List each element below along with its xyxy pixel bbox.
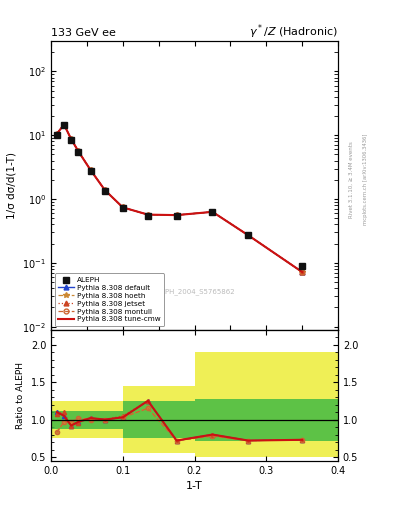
Pythia 8.308 default [210, 209, 215, 215]
Pythia 8.308 jetset [62, 121, 66, 127]
Pythia 8.308 default [145, 211, 150, 218]
Pythia 8.308 tune-cmw [62, 121, 66, 127]
Pythia 8.308 default [246, 232, 251, 239]
Pythia 8.308 jetset [69, 136, 73, 142]
Pythia 8.308 jetset [246, 232, 251, 239]
Pythia 8.308 hoeth [300, 269, 305, 275]
ALEPH [55, 132, 59, 138]
Pythia 8.308 default [88, 167, 93, 173]
Pythia 8.308 montull [300, 269, 305, 275]
ALEPH [88, 167, 93, 174]
Line: Pythia 8.308 default: Pythia 8.308 default [54, 122, 305, 274]
Pythia 8.308 default [76, 148, 81, 155]
Line: ALEPH: ALEPH [54, 122, 305, 269]
ALEPH [174, 212, 179, 219]
Pythia 8.308 hoeth [103, 187, 107, 193]
ALEPH [120, 205, 125, 211]
Pythia 8.308 jetset [174, 212, 179, 218]
Pythia 8.308 montull [55, 131, 59, 137]
Pythia 8.308 tune-cmw [120, 204, 125, 210]
Pythia 8.308 montull [88, 167, 93, 173]
Text: mcplots.cern.ch [arXiv:1306.3436]: mcplots.cern.ch [arXiv:1306.3436] [363, 134, 368, 225]
Pythia 8.308 default [62, 121, 66, 127]
ALEPH [300, 263, 305, 269]
Line: Pythia 8.308 montull: Pythia 8.308 montull [54, 122, 305, 274]
ALEPH [103, 188, 107, 194]
ALEPH [69, 137, 73, 143]
Text: Rivet 3.1.10, ≥ 3.4M events: Rivet 3.1.10, ≥ 3.4M events [349, 141, 354, 218]
Line: Pythia 8.308 hoeth: Pythia 8.308 hoeth [54, 122, 305, 275]
Line: Pythia 8.308 jetset: Pythia 8.308 jetset [54, 122, 305, 274]
Pythia 8.308 hoeth [120, 204, 125, 210]
Pythia 8.308 default [174, 212, 179, 218]
ALEPH [145, 212, 150, 219]
Pythia 8.308 montull [69, 136, 73, 142]
Pythia 8.308 tune-cmw [145, 211, 150, 218]
Pythia 8.308 default [103, 187, 107, 193]
Pythia 8.308 hoeth [69, 136, 73, 142]
Y-axis label: Ratio to ALEPH: Ratio to ALEPH [16, 361, 25, 429]
Pythia 8.308 hoeth [210, 209, 215, 215]
X-axis label: 1-T: 1-T [186, 481, 203, 491]
Pythia 8.308 tune-cmw [300, 269, 305, 275]
Pythia 8.308 jetset [55, 131, 59, 137]
Pythia 8.308 tune-cmw [76, 148, 81, 155]
Pythia 8.308 jetset [210, 209, 215, 215]
Pythia 8.308 default [300, 269, 305, 275]
Pythia 8.308 hoeth [76, 148, 81, 155]
Text: $\gamma^*/Z$ (Hadronic): $\gamma^*/Z$ (Hadronic) [249, 23, 338, 41]
Pythia 8.308 hoeth [174, 212, 179, 218]
Pythia 8.308 tune-cmw [210, 209, 215, 215]
Pythia 8.308 montull [62, 121, 66, 127]
Pythia 8.308 default [120, 204, 125, 210]
ALEPH [62, 122, 66, 128]
Pythia 8.308 tune-cmw [69, 136, 73, 142]
Pythia 8.308 montull [76, 148, 81, 155]
Pythia 8.308 tune-cmw [55, 131, 59, 137]
ALEPH [210, 209, 215, 216]
Pythia 8.308 jetset [120, 204, 125, 210]
Pythia 8.308 tune-cmw [88, 167, 93, 173]
Pythia 8.308 montull [145, 211, 150, 218]
Pythia 8.308 jetset [103, 187, 107, 193]
Text: 133 GeV ee: 133 GeV ee [51, 28, 116, 37]
ALEPH [246, 232, 251, 239]
Pythia 8.308 montull [120, 204, 125, 210]
Y-axis label: 1/σ dσ/d(1-T): 1/σ dσ/d(1-T) [7, 152, 17, 219]
Pythia 8.308 hoeth [55, 131, 59, 137]
Line: Pythia 8.308 tune-cmw: Pythia 8.308 tune-cmw [57, 124, 302, 272]
Pythia 8.308 default [69, 136, 73, 142]
Text: ALEPH_2004_S5765862: ALEPH_2004_S5765862 [153, 289, 236, 295]
Pythia 8.308 hoeth [62, 121, 66, 127]
Pythia 8.308 hoeth [88, 167, 93, 173]
Pythia 8.308 hoeth [145, 211, 150, 218]
Pythia 8.308 tune-cmw [174, 212, 179, 218]
ALEPH [76, 148, 81, 155]
Pythia 8.308 montull [210, 209, 215, 215]
Pythia 8.308 jetset [145, 211, 150, 218]
Pythia 8.308 montull [174, 212, 179, 218]
Pythia 8.308 tune-cmw [246, 232, 251, 239]
Pythia 8.308 jetset [300, 269, 305, 275]
Pythia 8.308 tune-cmw [103, 187, 107, 193]
Legend: ALEPH, Pythia 8.308 default, Pythia 8.308 hoeth, Pythia 8.308 jetset, Pythia 8.3: ALEPH, Pythia 8.308 default, Pythia 8.30… [55, 273, 164, 326]
Pythia 8.308 jetset [88, 167, 93, 173]
Pythia 8.308 jetset [76, 148, 81, 155]
Pythia 8.308 montull [103, 187, 107, 193]
Pythia 8.308 hoeth [246, 232, 251, 239]
Pythia 8.308 default [55, 131, 59, 137]
Pythia 8.308 montull [246, 232, 251, 239]
